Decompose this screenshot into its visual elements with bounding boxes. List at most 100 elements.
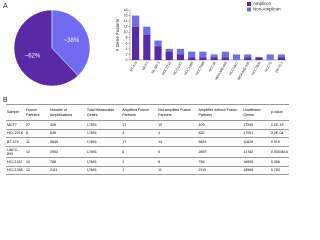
- table-cell: 15569: [242, 165, 270, 176]
- x-tick-label: HCC1187: [172, 61, 183, 76]
- table-cell: 788: [49, 157, 86, 167]
- bar-segment: [199, 57, 207, 60]
- table-cell: 17691: [85, 128, 122, 139]
- bar-segment: [255, 57, 263, 60]
- header-cell: Amplified Fusion Partners: [121, 104, 158, 121]
- y-tick-label: 0: [126, 58, 128, 62]
- table-cell: 0.056: [269, 157, 289, 167]
- table-cell: 17691: [85, 165, 122, 176]
- bar-segment: [154, 40, 162, 47]
- page: {"panel_labels": ["A", "B"], "chart_data…: [3, 1, 289, 176]
- legend-swatch: [247, 2, 251, 6]
- table-cell: 0.0004616: [269, 145, 289, 159]
- table-cell: 2111: [49, 165, 86, 176]
- x-tick-label: BT-474: [129, 61, 138, 73]
- table-cell: 2903: [49, 145, 86, 159]
- header-cell: Fusion Partners: [24, 104, 50, 121]
- table-cell: 17691: [85, 145, 122, 159]
- x-tick-label: HCC38: [208, 61, 217, 73]
- table-cell: 10: [24, 157, 50, 167]
- pie-slice: [13, 9, 79, 87]
- table-cell: BT-474: [6, 137, 25, 147]
- bar-segment: [143, 35, 151, 60]
- table-cell: 409: [197, 120, 243, 130]
- table-cell: 17691: [85, 120, 122, 130]
- legend-swatch: [247, 7, 251, 12]
- y-tick-label: 2: [126, 52, 128, 56]
- table-row: HCC1395 12 2111 17691 1 11 2110 15569 0.783: [6, 165, 289, 176]
- bar-segment: [244, 54, 252, 58]
- table-cell: HCC2218: [6, 128, 25, 139]
- bar-segment: [277, 57, 285, 60]
- x-tick-label: MDA-MB-468: [214, 61, 228, 81]
- table: Sample Fusion Partners Number of Amplifica…: [6, 104, 289, 176]
- table-cell: 17691: [85, 137, 122, 147]
- table-cell: HCC1395: [6, 165, 25, 176]
- table-row: BT-474 31 5848 17691 17 14 5831 11829 0.019: [6, 137, 289, 147]
- bar-segment: [165, 48, 173, 52]
- table-cell: 31: [24, 137, 50, 147]
- table-cell: 0.019: [269, 137, 289, 147]
- table-cell: 6: [157, 145, 198, 159]
- table-cell: 2.2E-04: [269, 128, 289, 139]
- table-cell: 14: [157, 137, 198, 147]
- table-cell: 17255: [242, 120, 270, 130]
- slice-label: ~62%: [25, 53, 41, 59]
- table-cell: 0.783: [269, 165, 289, 176]
- header-cell: Total Measurable Genes: [85, 104, 122, 121]
- header-cell: Unaffected Genes: [242, 104, 270, 121]
- y-tick-label: 6: [126, 41, 128, 45]
- table-cell: 1.2E-19: [269, 120, 289, 130]
- x-tick-label: MDA-MB-436: [237, 61, 251, 81]
- bar-segment: [266, 54, 274, 60]
- table-cell: 632: [197, 128, 243, 139]
- panel-label: A: [3, 3, 8, 10]
- table-container: Sample Fusion Partners Number of Amplifica…: [6, 104, 289, 176]
- header-row: Sample Fusion Partners Number of Amplifica…: [6, 104, 289, 121]
- x-tick-label: MCF7: [141, 61, 149, 71]
- panel-label: B: [3, 97, 8, 104]
- x-tick-label: HCC2218: [161, 61, 172, 76]
- table-cell: 17051: [242, 128, 270, 139]
- slice-label: ~38%: [64, 38, 80, 44]
- bar-segment: [277, 54, 285, 58]
- y-tick-label: 16: [124, 14, 128, 18]
- table-cell: 16895: [242, 157, 270, 167]
- table-row: MCF7 27 426 17691 17 10 409 17255 1.2E-19: [6, 120, 289, 130]
- table-cell: 17691: [85, 157, 122, 167]
- x-tick-label: HCC1599: [195, 61, 206, 76]
- table-cell: 2897: [197, 145, 243, 159]
- table-cell: 10: [157, 120, 198, 130]
- table-cell: 5848: [49, 137, 86, 147]
- bar-segment: [132, 26, 140, 61]
- bar-segment: [244, 57, 252, 60]
- pie-slice: [51, 9, 91, 77]
- bar-segment: [176, 48, 185, 55]
- bar-segment: [199, 51, 207, 58]
- table-cell: 8: [24, 128, 50, 139]
- bar-segment: [210, 57, 218, 60]
- header-cell: Sample: [6, 104, 25, 121]
- table-cell: 2110: [197, 165, 243, 176]
- y-tick-label: 14: [124, 19, 128, 23]
- table-cell: HCC1187: [6, 157, 25, 167]
- x-tick-label: SK-BR-3: [151, 61, 161, 75]
- x-tick-label: HCC70: [264, 61, 273, 73]
- bar-segment: [210, 54, 218, 58]
- table-cell: 17: [121, 120, 158, 130]
- header-cell: Number of Amplifications: [49, 104, 86, 121]
- y-tick-label: 10: [124, 30, 128, 34]
- table-cell: 1: [121, 165, 158, 176]
- table-cell: 5831: [197, 137, 243, 147]
- bar-segment: [154, 46, 162, 60]
- table-cell: 426: [49, 120, 86, 130]
- bar-segment: [165, 51, 173, 60]
- table-row: UACC-893 12 2903 17691 6 6 2897 14782 0.0004616: [6, 145, 289, 159]
- y-tick-label: 18: [124, 8, 128, 12]
- table-cell: 17: [121, 137, 158, 147]
- table-cell: UACC-893: [6, 145, 25, 159]
- bar-segment: [132, 15, 140, 27]
- table-cell: 11: [157, 165, 198, 176]
- header-cell: Amplified without Fusion Partners: [197, 104, 243, 121]
- bar-segment: [188, 57, 196, 60]
